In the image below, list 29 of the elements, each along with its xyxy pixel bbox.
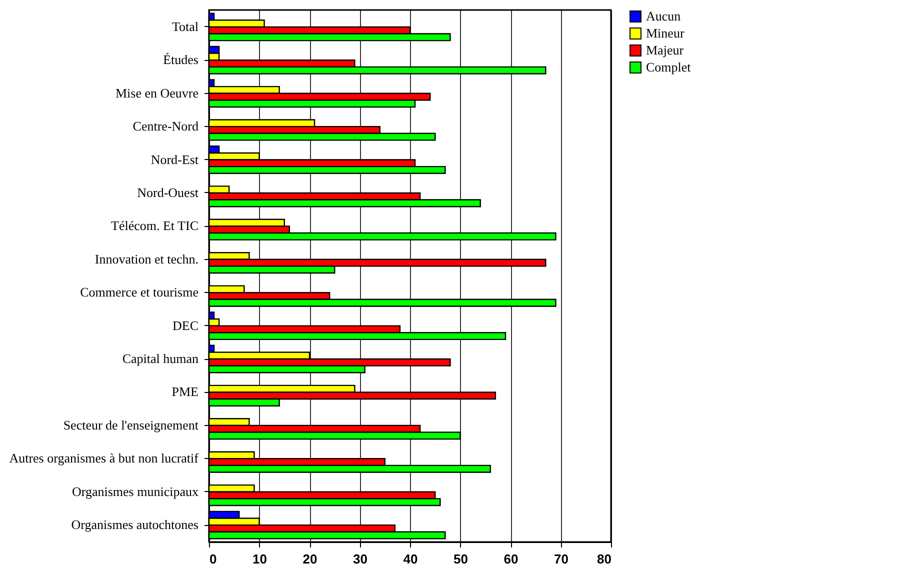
x-tick-label: 10 xyxy=(252,552,267,566)
y-tick-label: Organismes autochtones xyxy=(71,517,198,532)
x-tick-label: 80 xyxy=(597,552,612,566)
y-tick-label: Secteur de l'enseignement xyxy=(63,417,199,432)
x-tick-label: 30 xyxy=(353,552,368,566)
y-tick-label: Télécom. Et TIC xyxy=(111,218,198,234)
legend-label: Majeur xyxy=(646,42,684,58)
legend-label: Aucun xyxy=(646,8,682,24)
y-tick-label: Total xyxy=(172,18,199,34)
y-tick-label: Mise en Oeuvre xyxy=(115,85,199,100)
x-tick-label: 40 xyxy=(403,552,418,566)
y-tick-label: Commerce et tourisme xyxy=(80,284,199,300)
y-tick-label: Organismes municipaux xyxy=(72,484,199,499)
y-tick-label: Capital human xyxy=(122,351,199,366)
y-tick-label: Études xyxy=(163,52,198,68)
y-tick-label: DEC xyxy=(172,318,198,333)
y-tick-label: PME xyxy=(172,384,199,400)
x-tick-label: 0 xyxy=(210,552,217,566)
legend-label: Complet xyxy=(646,60,692,74)
x-tick-label: 50 xyxy=(454,552,468,566)
x-tick-label: 20 xyxy=(302,552,318,566)
y-tick-label: Centre-Nord xyxy=(132,118,199,134)
y-tick-label: Nord-Est xyxy=(150,152,199,167)
y-tick-label: Nord-Ouest xyxy=(137,184,199,200)
y-tick-label: Innovation et techn. xyxy=(94,251,198,266)
x-tick-label: 70 xyxy=(554,552,568,566)
legend-label: Mineur xyxy=(646,26,685,40)
x-tick-label: 60 xyxy=(504,552,518,566)
y-tick-label: Autres organismes à but non lucratif xyxy=(9,450,200,466)
